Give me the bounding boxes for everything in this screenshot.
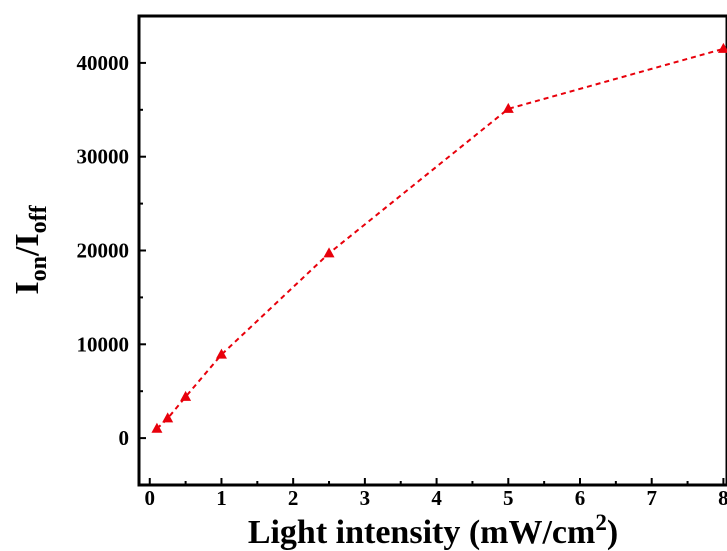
x-axis-title-sup: 2 [595,510,607,535]
plot-frame [137,14,727,487]
series-line [156,47,724,430]
data-point-marker [502,102,514,113]
x-tick-label: 7 [646,486,657,510]
x-axis-title-main: Light intensity (mW/cm [248,514,596,551]
data-point-marker [323,247,335,258]
y-tick-label: 30000 [77,145,130,169]
x-tick-label: 0 [145,486,156,510]
series-layer [151,42,727,433]
x-tick-label: 5 [503,486,514,510]
y-axis-title: Ion/Ioff [9,204,52,294]
x-tick-label: 1 [216,486,227,510]
data-point-marker [717,42,727,53]
x-tick-label: 3 [360,486,371,510]
axis-tick-labels: 0 1 2 3 4 5 6 7 8 0 10000 20000 30000 40000 [77,51,727,510]
x-tick-label: 4 [431,486,442,510]
data-point-marker [151,422,163,433]
data-point-marker [215,348,227,359]
y-axis-title-sep: /I [9,233,46,257]
y-axis-title-sub-1: on [26,256,52,281]
x-tick-label: 6 [575,486,586,510]
y-tick-label: 40000 [77,51,130,75]
y-axis-title-main-1: I [9,281,46,294]
x-tick-label: 2 [288,486,299,510]
y-tick-label: 0 [119,426,130,450]
y-axis-title-sub-2: off [26,204,52,233]
data-point-marker [180,390,192,401]
x-axis-title: Light intensity (mW/cm2) [248,510,618,551]
y-tick-label: 20000 [77,239,130,263]
x-axis-title-close: ) [607,514,618,551]
x-tick-label: 8 [718,486,727,510]
data-point-marker [162,412,174,423]
y-tick-label: 10000 [77,332,130,356]
axis-ticks [139,61,725,486]
